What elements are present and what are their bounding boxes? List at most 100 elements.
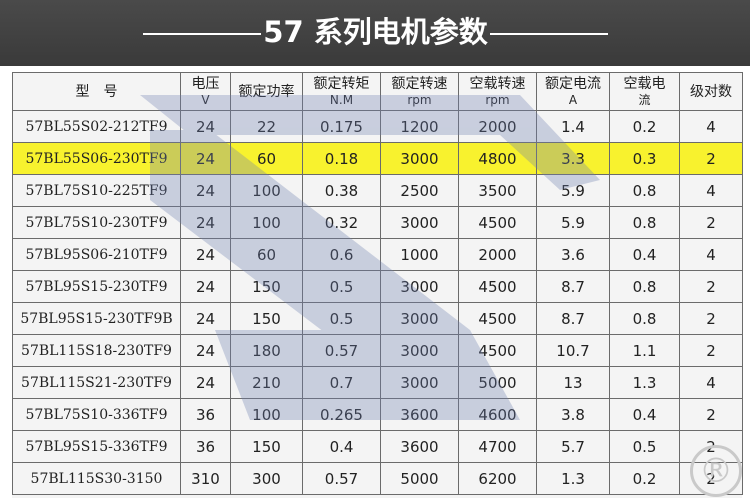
cell-pole-pairs: 4 xyxy=(679,110,743,143)
cell-noload-speed: 2000 xyxy=(458,110,537,143)
banner-rule-right xyxy=(490,33,608,35)
cell-noload-speed: 2000 xyxy=(458,238,537,271)
cell-noload-current: 0.2 xyxy=(609,462,680,495)
col-pole-pairs-header: 级对数 xyxy=(679,72,743,111)
cell-power: 100 xyxy=(230,206,303,239)
header-unit: 流 xyxy=(638,92,651,107)
cell-noload-current: 0.2 xyxy=(609,110,680,143)
cell-power: 60 xyxy=(230,142,303,175)
cell-noload-speed: 4500 xyxy=(458,334,537,367)
cell-model: 57BL75S10-230TF9 xyxy=(12,206,181,239)
cell-torque: 0.5 xyxy=(302,270,381,303)
cell-rated-current: 3.6 xyxy=(536,238,610,271)
cell-rated-speed: 3000 xyxy=(380,302,459,335)
cell-rated-current: 5.7 xyxy=(536,430,610,463)
cell-power: 100 xyxy=(230,398,303,431)
cell-torque: 0.265 xyxy=(302,398,381,431)
cell-voltage: 24 xyxy=(180,110,231,143)
cell-power: 300 xyxy=(230,462,303,495)
cell-rated-speed: 3000 xyxy=(380,334,459,367)
cell-torque: 0.32 xyxy=(302,206,381,239)
cell-voltage: 24 xyxy=(180,238,231,271)
header-label: 型 号 xyxy=(75,83,118,100)
cell-voltage: 36 xyxy=(180,430,231,463)
cell-model: 57BL55S06-230TF9 xyxy=(12,142,181,175)
table-row: 57BL95S15-230TF9 24 150 0.5 3000 4500 8.7 0.8 2 xyxy=(12,270,743,303)
cell-rated-speed: 3600 xyxy=(380,398,459,431)
cell-torque: 0.18 xyxy=(302,142,381,175)
cell-rated-current: 3.3 xyxy=(536,142,610,175)
registered-mark-icon: ® xyxy=(690,445,742,497)
cell-power: 22 xyxy=(230,110,303,143)
cell-power: 60 xyxy=(230,238,303,271)
cell-rated-current: 13 xyxy=(536,366,610,399)
header-label: 额定转速 xyxy=(391,75,448,92)
cell-voltage: 24 xyxy=(180,334,231,367)
cell-noload-speed: 4500 xyxy=(458,270,537,303)
cell-pole-pairs: 2 xyxy=(679,142,743,175)
cell-pole-pairs: 2 xyxy=(679,398,743,431)
cell-voltage: 24 xyxy=(180,366,231,399)
header-unit: rpm xyxy=(407,92,432,107)
cell-torque: 0.38 xyxy=(302,174,381,207)
cell-rated-speed: 1000 xyxy=(380,238,459,271)
table-row: 57BL75S10-230TF9 24 100 0.32 3000 4500 5.9 0.8 2 xyxy=(12,206,743,239)
cell-voltage: 24 xyxy=(180,142,231,175)
cell-voltage: 24 xyxy=(180,206,231,239)
cell-noload-speed: 4700 xyxy=(458,430,537,463)
cell-torque: 0.7 xyxy=(302,366,381,399)
cell-noload-speed: 4800 xyxy=(458,142,537,175)
cell-torque: 0.6 xyxy=(302,238,381,271)
cell-noload-speed: 5000 xyxy=(458,366,537,399)
cell-voltage: 36 xyxy=(180,398,231,431)
cell-pole-pairs: 2 xyxy=(679,270,743,303)
cell-model: 57BL95S15-230TF9 xyxy=(12,270,181,303)
table-row: 57BL55S02-212TF9 24 22 0.175 1200 2000 1.4 0.2 4 xyxy=(12,110,743,143)
table-row: 57BL115S30-3150 310 300 0.57 5000 6200 1.3 0.2 2 xyxy=(12,462,743,495)
cell-noload-current: 0.5 xyxy=(609,430,680,463)
cell-pole-pairs: 4 xyxy=(679,238,743,271)
cell-power: 210 xyxy=(230,366,303,399)
cell-rated-speed: 5000 xyxy=(380,462,459,495)
table-body: 57BL55S02-212TF9 24 22 0.175 1200 2000 1.4 0.2 4… xyxy=(12,110,743,495)
cell-rated-speed: 3600 xyxy=(380,430,459,463)
cell-pole-pairs: 2 xyxy=(679,334,743,367)
header-unit: N.M xyxy=(329,92,354,107)
motor-specs-table: 型 号电压 V 额定功率 额定转矩 N.M 额定转速 rpm 空载转速 rpm 额定电流 A 空载电流… xyxy=(12,72,743,495)
cell-rated-current: 1.3 xyxy=(536,462,610,495)
cell-voltage: 24 xyxy=(180,302,231,335)
cell-torque: 0.57 xyxy=(302,334,381,367)
cell-pole-pairs: 2 xyxy=(679,302,743,335)
table-row: 57BL115S18-230TF9 24 180 0.57 3000 4500 10.7 1.… xyxy=(12,334,743,367)
cell-pole-pairs: 4 xyxy=(679,174,743,207)
cell-noload-current: 0.4 xyxy=(609,238,680,271)
cell-rated-speed: 3000 xyxy=(380,142,459,175)
cell-rated-current: 3.8 xyxy=(536,398,610,431)
cell-noload-speed: 4600 xyxy=(458,398,537,431)
cell-torque: 0.57 xyxy=(302,462,381,495)
cell-rated-current: 10.7 xyxy=(536,334,610,367)
col-rated-current-header: 额定电流 A xyxy=(536,72,610,111)
header-unit: rpm xyxy=(485,92,510,107)
cell-noload-current: 0.8 xyxy=(609,270,680,303)
cell-voltage: 24 xyxy=(180,174,231,207)
cell-noload-current: 0.8 xyxy=(609,174,680,207)
table-row: 57BL95S06-210TF9 24 60 0.6 1000 2000 3.6 0.4 4 xyxy=(12,238,743,271)
cell-torque: 0.4 xyxy=(302,430,381,463)
table-header-row: 型 号电压 V 额定功率 额定转矩 N.M 额定转速 rpm 空载转速 rpm 额定电流 A 空载电流… xyxy=(12,72,743,111)
header-unit: A xyxy=(568,92,578,107)
cell-model: 57BL95S15-230TF9B xyxy=(12,302,181,335)
table-row: 57BL95S15-230TF9B 24 150 0.5 3000 4500 8.7 0.8 2 xyxy=(12,302,743,335)
cell-noload-current: 0.3 xyxy=(609,142,680,175)
cell-rated-speed: 3000 xyxy=(380,206,459,239)
cell-noload-speed: 3500 xyxy=(458,174,537,207)
cell-model: 57BL95S06-210TF9 xyxy=(12,238,181,271)
cell-noload-current: 1.3 xyxy=(609,366,680,399)
cell-torque: 0.175 xyxy=(302,110,381,143)
cell-rated-current: 1.4 xyxy=(536,110,610,143)
cell-rated-current: 8.7 xyxy=(536,270,610,303)
banner-rule-left xyxy=(143,33,261,35)
title-banner: 57 系列电机参数 xyxy=(0,0,750,66)
cell-power: 180 xyxy=(230,334,303,367)
cell-noload-speed: 4500 xyxy=(458,302,537,335)
